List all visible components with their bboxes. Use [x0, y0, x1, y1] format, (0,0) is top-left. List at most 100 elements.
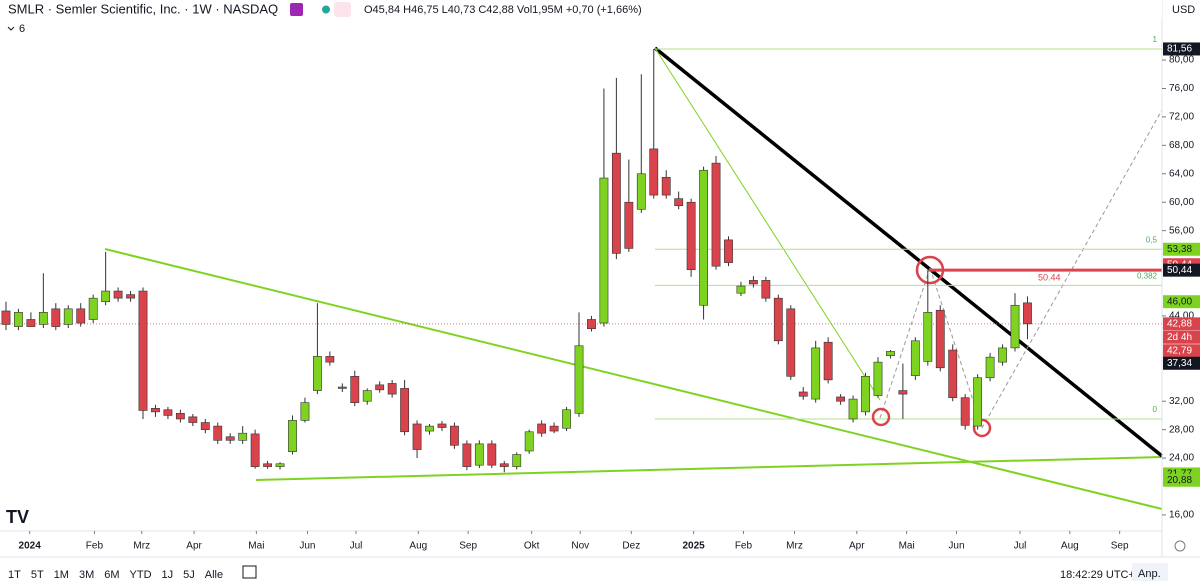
candle-body: [923, 312, 933, 362]
flag-icon[interactable]: [290, 3, 303, 16]
price-badge: [1163, 295, 1200, 309]
ohlc-header: O45,84 H46,75 L40,73 C42,88 Vol1,95M +0,…: [364, 4, 642, 16]
candle-body: [151, 408, 160, 413]
tv-logo: TV: [6, 507, 29, 527]
candle-body: [761, 280, 771, 299]
y-tick-label: 16,00: [1169, 510, 1194, 521]
range-button[interactable]: 5J: [183, 569, 195, 581]
candle-body: [649, 148, 659, 196]
projection: [879, 267, 931, 419]
candle-body: [275, 463, 285, 467]
price-badge: [1163, 473, 1200, 487]
marker-circle: [915, 255, 945, 285]
candle-body: [113, 290, 123, 299]
x-tick-label: Mrz: [786, 541, 803, 552]
range-button[interactable]: Alle: [205, 569, 223, 581]
candle-body: [898, 390, 908, 395]
fib-ray: [654, 47, 881, 401]
x-tick-label: Aug: [409, 541, 427, 552]
fib-label: 0,5: [1146, 235, 1158, 244]
range-button[interactable]: 3M: [79, 569, 94, 581]
candle-body: [562, 409, 571, 429]
candle-body: [960, 397, 970, 426]
candle-body: [76, 308, 86, 324]
price-badge: [1163, 317, 1200, 331]
x-tick-label: 2025: [682, 541, 705, 552]
candle-body: [773, 297, 783, 342]
settings-icon[interactable]: [1174, 540, 1186, 552]
candle-body: [674, 198, 684, 207]
candle-body: [786, 308, 796, 377]
price-badge: [1163, 242, 1200, 256]
price-badge-label: 37,34: [1167, 358, 1192, 369]
x-tick-label: Feb: [735, 541, 753, 552]
y-tick-label: 60,00: [1169, 197, 1194, 208]
currency: USD: [1172, 4, 1195, 16]
candle-body: [350, 376, 360, 403]
price-badge: [1163, 330, 1200, 344]
range-button[interactable]: YTD: [130, 569, 152, 581]
trendline: [255, 456, 1163, 481]
candle-body: [836, 396, 846, 402]
candle-body: [462, 443, 472, 467]
x-tick-label: Sep: [1111, 541, 1129, 552]
candle-body: [250, 433, 260, 467]
fib-label: 0,382: [1137, 271, 1158, 280]
marker-circle: [871, 407, 891, 427]
level-label: 50.44: [1038, 273, 1061, 283]
range-button[interactable]: 6M: [104, 569, 119, 581]
candle-body: [1010, 304, 1020, 349]
candle-body: [63, 308, 73, 325]
candle-body: [574, 345, 584, 414]
candle-body: [636, 173, 646, 210]
candle-body: [300, 402, 310, 421]
x-tick-label: Apr: [849, 541, 865, 552]
candle-body: [611, 152, 621, 254]
collapse-icon[interactable]: [7, 26, 15, 31]
x-tick-label: Sep: [459, 541, 477, 552]
candle-body: [138, 290, 148, 411]
candle-body: [711, 162, 721, 267]
candle-body: [375, 384, 385, 391]
candle-body: [811, 347, 821, 400]
x-tick-label: Mrz: [133, 541, 150, 552]
candle-body: [337, 386, 347, 389]
candle-body: [998, 347, 1007, 363]
range-button[interactable]: 1M: [54, 569, 69, 581]
y-tick-label: 44,00: [1169, 311, 1194, 322]
candle-body: [263, 463, 272, 467]
candle-body: [599, 177, 609, 324]
adjust-button[interactable]: Anp.: [1138, 568, 1161, 580]
candle-body: [861, 376, 870, 413]
price-badge-label: 2d 4h: [1167, 332, 1192, 343]
x-tick-label: Mai: [248, 541, 264, 552]
status-icon[interactable]: [334, 2, 351, 17]
x-tick-label: Okt: [524, 541, 540, 552]
calendar-icon[interactable]: [242, 565, 257, 579]
candle-body: [973, 377, 983, 427]
candle-body: [175, 413, 185, 420]
fib-label: 1: [1153, 35, 1158, 44]
fib-label: 0: [1153, 405, 1158, 414]
y-tick-label: 28,00: [1169, 424, 1194, 435]
x-tick-label: Nov: [571, 541, 589, 552]
price-badge-label: 42,79: [1167, 345, 1192, 356]
indicator-count: 6: [19, 23, 25, 35]
x-tick-label: Jun: [299, 541, 315, 552]
range-button[interactable]: 5T: [31, 569, 44, 581]
candle-body: [425, 425, 434, 432]
candle-body: [798, 391, 808, 397]
candle-body: [51, 308, 61, 327]
price-badge-label: 46,00: [1167, 296, 1192, 307]
range-button[interactable]: 1T: [8, 569, 21, 581]
candle-body: [935, 309, 945, 369]
price-badge-label: 53,38: [1167, 244, 1192, 255]
candle-body: [512, 454, 522, 467]
candle-body: [225, 436, 235, 441]
range-button[interactable]: 1J: [162, 569, 174, 581]
candle-body: [848, 398, 858, 420]
price-badge: [1163, 263, 1200, 277]
plot-area: 50.44 1 0,5 0,382 0: [0, 35, 1164, 510]
adjust-bg[interactable]: [1132, 563, 1168, 581]
